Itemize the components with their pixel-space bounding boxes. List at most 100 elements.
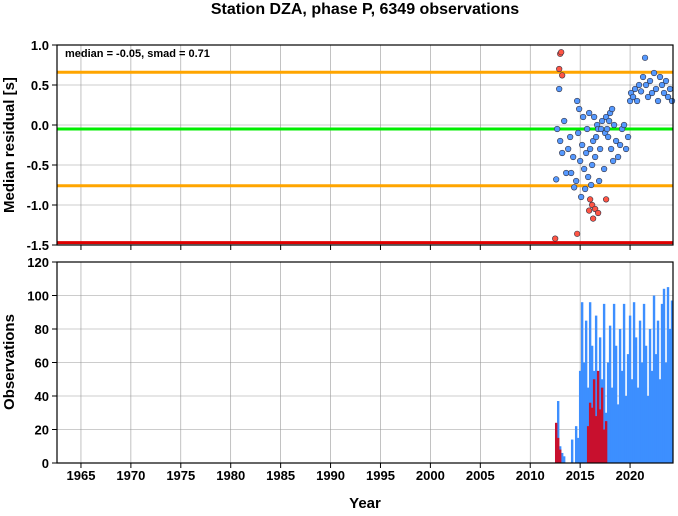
scatter-point	[583, 149, 590, 157]
bar	[590, 407, 594, 463]
bar	[648, 329, 652, 463]
bar	[646, 396, 650, 463]
bar	[618, 329, 622, 463]
y-tick-label: 0.0	[31, 118, 49, 133]
bar	[668, 329, 672, 463]
bar	[630, 379, 634, 463]
bar	[594, 416, 598, 463]
scatter-point	[631, 85, 639, 93]
bar	[596, 370, 600, 463]
scatter-point	[552, 235, 559, 242]
scatter-point	[599, 117, 606, 125]
scatter-point	[642, 81, 650, 89]
scatter-point	[574, 230, 581, 237]
plot-frame	[56, 261, 674, 464]
x-tick-label: 1995	[366, 468, 395, 483]
bar	[584, 320, 588, 463]
y-tick-label: -1.5	[27, 238, 49, 253]
bar	[562, 456, 566, 463]
bar	[642, 303, 646, 463]
y-tick-label: 20	[35, 423, 49, 438]
scatter-point	[582, 185, 589, 193]
bar	[590, 345, 594, 463]
bar	[602, 303, 606, 463]
bar	[638, 320, 642, 463]
scatter-point	[587, 196, 594, 203]
bar	[554, 422, 558, 463]
bar	[592, 379, 596, 463]
scatter-point	[662, 77, 670, 85]
bar	[556, 437, 560, 463]
x-tick-label: 1980	[216, 468, 245, 483]
x-tick-label: 1965	[67, 468, 96, 483]
scatter-point	[658, 81, 666, 89]
bar	[626, 354, 630, 463]
bar	[598, 337, 602, 463]
scatter-point	[559, 149, 566, 157]
scatter-point	[574, 97, 581, 105]
scatter-point	[585, 173, 592, 181]
scatter-point	[586, 207, 593, 214]
scatter-point	[590, 215, 597, 222]
bar	[662, 288, 666, 463]
bar	[654, 354, 658, 463]
scatter-point	[668, 97, 676, 105]
bar	[594, 315, 598, 463]
scatter-point	[605, 133, 612, 141]
scatter-point	[587, 145, 594, 153]
scatter-point	[641, 54, 649, 61]
scatter-point	[614, 153, 622, 161]
x-tick-label: 2010	[516, 468, 545, 483]
scatter-point	[581, 165, 588, 173]
bar	[560, 452, 564, 463]
scatter-point	[570, 153, 577, 161]
x-tick-label: 1970	[116, 468, 145, 483]
scatter-point	[610, 121, 618, 129]
bar	[670, 300, 674, 463]
bar	[616, 404, 620, 463]
scatter-point	[629, 93, 637, 101]
x-tick-label: 2005	[466, 468, 495, 483]
y-tick-label: 0	[42, 456, 49, 471]
scatter-point	[584, 125, 591, 133]
x-tick-label: 1990	[316, 468, 345, 483]
bar	[644, 345, 648, 463]
scatter-point	[554, 125, 561, 133]
y-tick-label: 100	[27, 289, 49, 304]
bar	[604, 421, 608, 463]
bar	[610, 387, 614, 463]
bar	[608, 325, 612, 463]
bar	[602, 429, 606, 463]
x-tick-label: 1985	[266, 468, 295, 483]
scatter-point	[608, 145, 615, 153]
scatter-point	[595, 209, 602, 217]
x-tick-label: 1975	[166, 468, 195, 483]
bar	[666, 287, 670, 463]
bar	[558, 449, 562, 463]
bar	[586, 426, 590, 463]
scatter-point	[620, 121, 628, 129]
bar	[650, 370, 654, 463]
bar	[632, 302, 636, 463]
scatter-point	[612, 137, 620, 145]
scatter-point	[598, 125, 605, 133]
bar	[588, 302, 592, 463]
scatter-point	[578, 193, 585, 201]
bar	[628, 315, 632, 463]
scatter-point	[591, 113, 598, 121]
scatter-point	[624, 133, 632, 141]
scatter-point	[568, 169, 575, 177]
scatter-point	[559, 72, 566, 79]
bar	[660, 303, 664, 463]
x-axis-label: Year	[349, 495, 381, 511]
y-axis-label: Observations	[1, 314, 18, 410]
bar	[574, 426, 578, 463]
bar	[612, 303, 616, 463]
bar	[600, 387, 604, 463]
scatter-point	[646, 77, 654, 85]
x-tick-label: 2020	[616, 468, 645, 483]
y-tick-label: 80	[35, 322, 49, 337]
scatter-point	[601, 165, 608, 173]
scatter-point	[577, 157, 584, 165]
